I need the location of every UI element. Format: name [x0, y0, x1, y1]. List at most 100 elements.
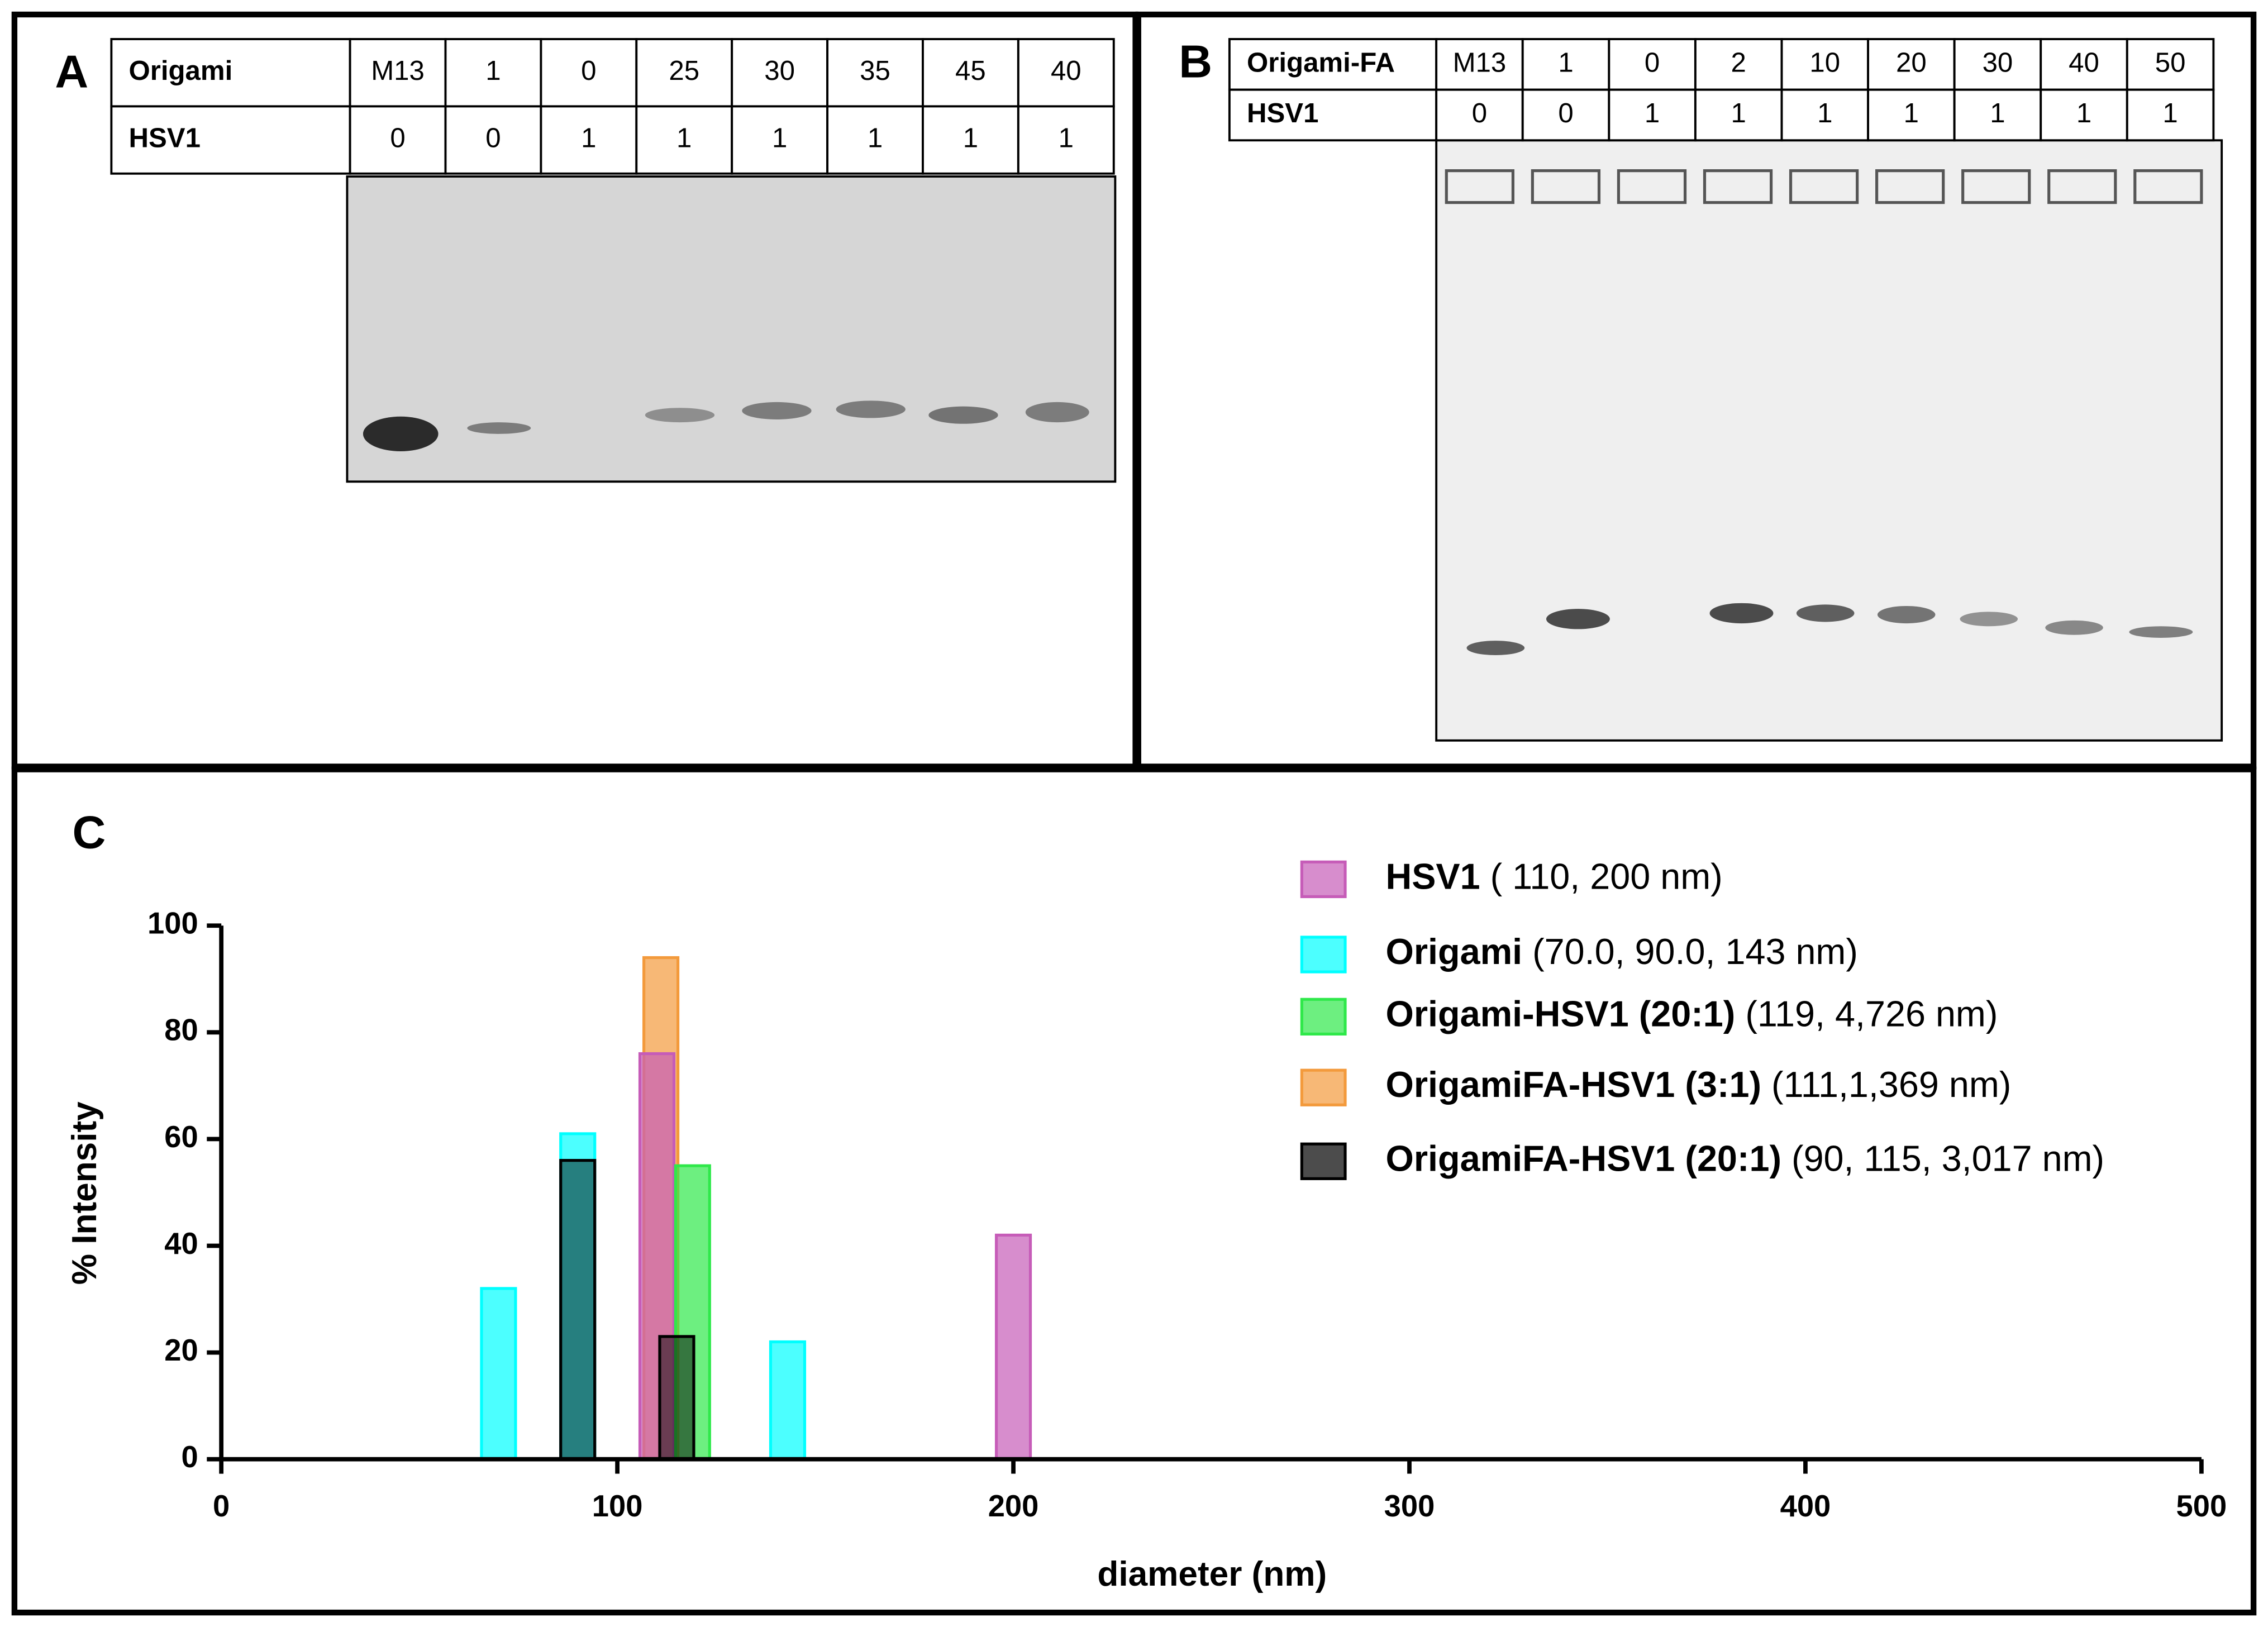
table-cell-text: 1: [1990, 98, 2005, 128]
table-cell: [635, 105, 733, 175]
table-cell-text: 30: [764, 55, 795, 86]
table-cell-text: 0: [1472, 98, 1487, 128]
table-cell: [1608, 88, 1697, 142]
table-cell: [635, 38, 733, 108]
table-cell-text: 50: [2155, 47, 2186, 78]
gel-band: [1960, 612, 2018, 627]
table-cell-text: 1: [1558, 47, 1573, 78]
x-tick-label: 500: [2176, 1489, 2227, 1523]
gel-well: [1445, 169, 1514, 204]
table-cell-text: 1: [963, 123, 978, 154]
gel-band: [1796, 604, 1855, 622]
table-cell-text: 40: [1051, 55, 1081, 86]
table-cell-text: 1: [1904, 98, 1919, 128]
gel-well: [1875, 169, 1945, 204]
table-cell: [1435, 38, 1524, 91]
table-cell: [540, 38, 638, 108]
bar: [769, 1340, 807, 1461]
gel-band: [928, 406, 998, 424]
legend-swatch: [1300, 1142, 1347, 1180]
table-cell: [1017, 38, 1115, 108]
panel-label: A: [55, 46, 88, 98]
gel-band: [2045, 620, 2103, 635]
bar: [559, 1159, 597, 1461]
legend-swatch: [1300, 998, 1347, 1036]
gel-well: [2133, 169, 2203, 204]
panel-borders: [11, 11, 2257, 1616]
table-cell: [1694, 88, 1783, 142]
x-axis-title: diameter (nm): [1097, 1555, 1327, 1593]
table-cell-text: 1: [2076, 98, 2091, 128]
table-cell: [349, 38, 447, 108]
y-tick-label: 20: [164, 1333, 198, 1367]
table-cell-text: 40: [2069, 47, 2099, 78]
table-cell: [110, 105, 351, 175]
table-cell-text: 0: [485, 123, 501, 154]
legend-name: Origami: [1386, 931, 1523, 972]
x-tick-label: 200: [988, 1489, 1039, 1523]
table-cell-text: 0: [390, 123, 405, 154]
gel-well: [1789, 169, 1859, 204]
gel-band: [2129, 626, 2193, 638]
bar: [480, 1287, 517, 1461]
gel-well: [1531, 169, 1601, 204]
gel-band: [742, 402, 812, 419]
y-axis-title: % Intensity: [65, 1101, 104, 1285]
table-cell: [731, 105, 829, 175]
table-cell: [2126, 38, 2215, 91]
table-cell-text: M13: [371, 55, 425, 86]
x-tick-label: 400: [1780, 1489, 1831, 1523]
table-cell-text: 1: [2162, 98, 2178, 128]
legend-entry: HSV1 ( 110, 200 nm): [1386, 856, 1723, 896]
table-cell-text: HSV1: [1247, 98, 1318, 128]
legend-entry: Origami-HSV1 (20:1) (119, 4,726 nm): [1386, 993, 1998, 1034]
table-cell: [1867, 38, 1956, 91]
table-cell-text: 1: [1817, 98, 1832, 128]
gel-well: [1703, 169, 1773, 204]
legend-name: Origami-HSV1 (20:1): [1386, 993, 1736, 1034]
y-tick-label: 0: [181, 1440, 198, 1474]
y-tick-label: 40: [164, 1227, 198, 1261]
legend-name: OrigamiFA-HSV1 (20:1): [1386, 1138, 1782, 1178]
table-cell-text: 20: [1896, 47, 1927, 78]
table-cell-text: 1: [772, 123, 787, 154]
y-tick-label: 100: [147, 906, 198, 941]
legend-name: OrigamiFA-HSV1 (3:1): [1386, 1064, 1762, 1105]
table-cell-text: 1: [485, 55, 501, 86]
legend-entry: OrigamiFA-HSV1 (3:1) (111,1,369 nm): [1386, 1064, 2012, 1105]
table-cell-text: 10: [1809, 47, 1840, 78]
gel-band: [467, 422, 531, 434]
legend-swatch: [1300, 936, 1347, 974]
legend-swatch: [1300, 1068, 1347, 1106]
table-cell: [1017, 105, 1115, 175]
bar: [994, 1233, 1032, 1461]
legend-detail: (119, 4,726 nm): [1745, 993, 1998, 1034]
table-cell-text: 0: [581, 55, 596, 86]
gel-band: [1025, 402, 1089, 423]
table-cell: [826, 38, 924, 108]
table-cell-text: 35: [860, 55, 890, 86]
table-cell-text: 1: [868, 123, 883, 154]
table-cell: [1867, 88, 1956, 142]
bar: [658, 1335, 695, 1461]
table-cell-text: 1: [676, 123, 692, 154]
legend-swatch: [1300, 860, 1347, 899]
table-cell-text: 1: [581, 123, 596, 154]
table-cell-text: Origami-FA: [1247, 47, 1395, 78]
y-tick-label: 60: [164, 1120, 198, 1154]
gel-band: [836, 400, 906, 418]
table-cell-text: 1: [1059, 123, 1074, 154]
gel-band: [1466, 641, 1525, 656]
legend-detail: (111,1,369 nm): [1771, 1064, 2011, 1105]
legend-name: HSV1: [1386, 856, 1480, 896]
table-cell-text: HSV1: [128, 123, 201, 154]
table-cell-text: 30: [1983, 47, 2013, 78]
table-cell-text: Origami: [128, 55, 232, 86]
table-cell: [444, 38, 542, 108]
gel-band: [363, 416, 439, 451]
legend-detail: ( 110, 200 nm): [1490, 856, 1723, 896]
table-cell: [1521, 38, 1611, 91]
table-cell-text: 2: [1731, 47, 1746, 78]
table-cell-text: M13: [1453, 47, 1507, 78]
